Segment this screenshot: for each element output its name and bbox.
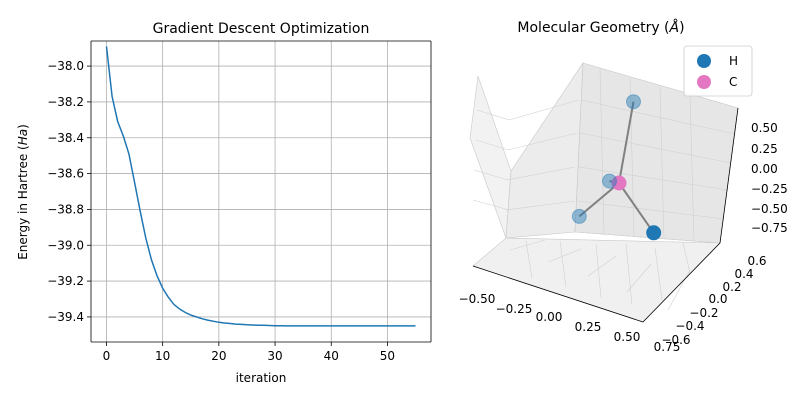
bond-line bbox=[578, 182, 620, 218]
y3d-tick-label: −0.2 bbox=[689, 306, 718, 320]
energy-chart: Gradient Descent Optimization 0 10 20 30 40 5… bbox=[16, 21, 432, 385]
x-axis-label: iteration bbox=[236, 371, 287, 385]
y-tick-label: −38.2 bbox=[47, 95, 84, 109]
plot-frame bbox=[90, 40, 432, 343]
y-tick-label: −38.8 bbox=[47, 202, 84, 216]
y-tick-label: −39.0 bbox=[47, 238, 84, 252]
x3d-tick-label: −0.25 bbox=[496, 302, 533, 316]
molecule-chart-title: Molecular Geometry (Å) bbox=[517, 19, 684, 36]
legend-box bbox=[683, 45, 753, 97]
legend-marker-h bbox=[697, 54, 711, 68]
z3d-tick-label: −0.75 bbox=[751, 221, 788, 235]
bond-line bbox=[618, 101, 635, 184]
x-tick-label: 40 bbox=[324, 349, 339, 363]
atom-h bbox=[602, 173, 617, 189]
y3d-tick-label: −0.6 bbox=[661, 333, 690, 347]
x3d-tick-label: 0.25 bbox=[575, 320, 602, 334]
atom-c bbox=[611, 175, 627, 191]
x-tick-label: 30 bbox=[267, 349, 282, 363]
x3d-tick-label: 0.75 bbox=[654, 340, 681, 354]
x3d-tick-label: −0.50 bbox=[459, 292, 496, 306]
y3d-tick-label: 0.0 bbox=[708, 292, 727, 306]
y-tick-label: −39.4 bbox=[47, 310, 84, 324]
x-ticks: 0 10 20 30 40 50 bbox=[103, 342, 395, 363]
bond-line bbox=[618, 182, 655, 234]
atom-h bbox=[571, 208, 587, 224]
z3d-tick-label: 0.00 bbox=[751, 162, 778, 176]
z3d-tick-label: 0.50 bbox=[751, 121, 778, 135]
bonds bbox=[578, 101, 655, 234]
legend-label-c: C bbox=[729, 75, 737, 89]
y-axis-label: Energy in Hartree (Ha) bbox=[16, 124, 30, 260]
ticks-3d: −0.50−0.250.000.250.500.75−0.6−0.4−0.20.… bbox=[459, 121, 788, 354]
grid bbox=[91, 41, 431, 342]
energy-chart-title: Gradient Descent Optimization bbox=[153, 21, 370, 37]
y-tick-label: −38.6 bbox=[47, 167, 84, 181]
y-tick-label: −39.2 bbox=[47, 274, 84, 288]
axis-edges bbox=[472, 107, 739, 323]
y3d-tick-label: 0.6 bbox=[747, 254, 766, 268]
y3d-tick-label: −0.4 bbox=[675, 319, 704, 333]
x3d-tick-label: 0.50 bbox=[614, 330, 641, 344]
y-ticks: −38.0 −38.2 −38.4 −38.6 −38.8 −39.0 −39.2 −39.4 bbox=[47, 59, 91, 324]
x-tick-label: 0 bbox=[103, 349, 111, 363]
pane-back bbox=[505, 61, 739, 244]
x3d-tick-label: 0.00 bbox=[536, 310, 563, 324]
energy-series-line bbox=[105, 46, 416, 327]
atom-h bbox=[626, 94, 641, 110]
z3d-tick-label: 0.25 bbox=[751, 142, 778, 156]
x-tick-label: 10 bbox=[155, 349, 170, 363]
y3d-tick-label: 0.2 bbox=[722, 280, 741, 294]
x-tick-label: 50 bbox=[380, 349, 395, 363]
legend-label-h: H bbox=[729, 54, 738, 68]
y3d-tick-label: 0.4 bbox=[734, 267, 753, 281]
legend: H C bbox=[683, 45, 753, 97]
y-tick-label: −38.0 bbox=[47, 59, 84, 73]
pane-grid bbox=[472, 67, 736, 311]
x-tick-label: 20 bbox=[211, 349, 226, 363]
atom-h bbox=[646, 225, 662, 241]
y-tick-label: −38.4 bbox=[47, 131, 84, 145]
z3d-tick-label: −0.25 bbox=[751, 182, 788, 196]
legend-marker-c bbox=[697, 75, 711, 89]
molecule-chart: Molecular Geometry (Å) bbox=[459, 19, 788, 354]
atoms bbox=[571, 94, 662, 241]
z3d-tick-label: −0.50 bbox=[751, 202, 788, 216]
pane-left bbox=[469, 75, 512, 239]
